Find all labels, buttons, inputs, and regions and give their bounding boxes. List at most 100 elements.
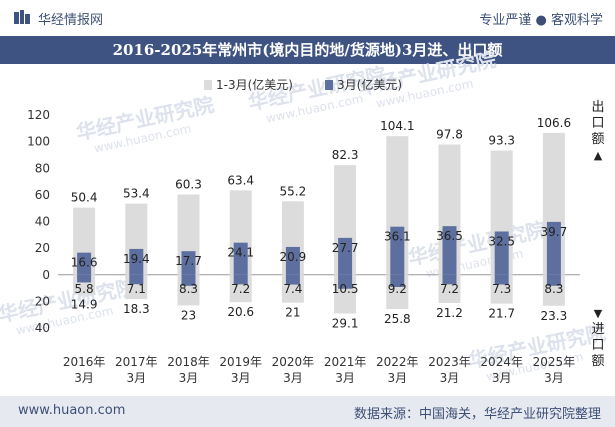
data-label-monthly-export: 20.9 xyxy=(280,250,307,264)
bar-monthly-import xyxy=(494,274,509,285)
bar-monthly-export xyxy=(181,251,196,275)
data-label-cumulative-export: 50.4 xyxy=(71,191,98,205)
export-axis-label-text: 出口额 xyxy=(591,100,605,147)
x-tick-label-year: 2025年 xyxy=(533,355,576,369)
x-tick-label-year: 2020年 xyxy=(272,355,315,369)
data-label-cumulative-import: 20.6 xyxy=(227,305,254,319)
bar-monthly-import xyxy=(390,274,405,287)
x-tick-label-month: 3月 xyxy=(126,371,146,385)
import-axis-label: ▼ 进口额 xyxy=(589,306,607,370)
bar-monthly-export xyxy=(390,226,405,275)
tagline: 专业严谨 ● 客观科学 xyxy=(479,13,603,28)
y-tick-label: 40 xyxy=(35,215,50,229)
y-tick-label: 40 xyxy=(35,321,50,335)
data-label-cumulative-import: 25.8 xyxy=(384,312,411,326)
footer-website: www.huaon.com xyxy=(18,403,126,418)
data-label-cumulative-import: 29.1 xyxy=(332,316,359,330)
data-label-monthly-export: 16.6 xyxy=(71,256,98,270)
x-tick-label-year: 2018年 xyxy=(167,355,210,369)
x-tick-label-year: 2024年 xyxy=(480,355,523,369)
y-tick-label: 100 xyxy=(27,135,50,149)
data-label-monthly-import: 8.3 xyxy=(179,282,198,296)
data-label-monthly-export: 19.4 xyxy=(123,252,150,266)
bar-monthly-export xyxy=(338,237,353,275)
data-label-cumulative-import: 14.9 xyxy=(71,298,98,312)
y-tick-label: 20 xyxy=(35,241,50,255)
bar-monthly-import xyxy=(181,274,196,286)
bar-monthly-export xyxy=(129,248,144,275)
x-tick-label-year: 2022年 xyxy=(376,355,419,369)
brand-logo-icon xyxy=(14,10,30,24)
data-label-monthly-export: 36.5 xyxy=(436,229,463,243)
data-label-monthly-import: 9.2 xyxy=(388,282,407,296)
x-tick-label-month: 3月 xyxy=(544,371,564,385)
data-label-cumulative-export: 93.3 xyxy=(488,134,515,148)
data-label-monthly-import: 7.2 xyxy=(231,282,250,296)
import-axis-label-text: 进口额 xyxy=(591,322,605,369)
footer: www.huaon.com 数据来源：中国海关，华经产业研究院整理 xyxy=(0,396,615,427)
data-label-cumulative-import: 21.7 xyxy=(488,307,515,321)
data-label-monthly-export: 39.7 xyxy=(541,225,568,239)
bar-monthly-import xyxy=(285,274,300,285)
x-tick-label-year: 2023年 xyxy=(428,355,471,369)
data-label-monthly-import: 7.4 xyxy=(283,282,302,296)
legend-label-cumulative: 1-3月(亿美元) xyxy=(216,77,293,92)
bar-monthly-export xyxy=(285,246,300,275)
data-label-cumulative-import: 18.3 xyxy=(123,302,150,316)
data-label-monthly-export: 27.7 xyxy=(332,241,359,255)
top-bar: 华经情报网 专业严谨 ● 客观科学 xyxy=(0,0,615,36)
x-tick-label-month: 3月 xyxy=(440,371,460,385)
y-tick-label: 0 xyxy=(42,268,50,282)
export-axis-label: 出口额 ▲ xyxy=(589,100,607,164)
data-label-monthly-import: 7.2 xyxy=(440,282,459,296)
x-tick-label-year: 2021年 xyxy=(324,355,367,369)
x-tick-label-month: 3月 xyxy=(492,371,512,385)
x-tick-label-month: 3月 xyxy=(74,371,94,385)
data-label-cumulative-export: 104.1 xyxy=(380,119,414,133)
data-label-cumulative-export: 53.4 xyxy=(123,187,150,201)
data-label-cumulative-import: 21 xyxy=(285,306,300,320)
chart: 华经产业研究院www.huaon.com华经产业研究院www.huaon.com… xyxy=(0,47,608,385)
x-tick-label-month: 3月 xyxy=(231,371,251,385)
bar-monthly-import xyxy=(546,274,561,286)
data-label-monthly-export: 32.5 xyxy=(488,234,515,248)
data-label-monthly-import: 8.3 xyxy=(544,282,563,296)
legend-swatch-monthly xyxy=(325,80,333,90)
x-tick-label-month: 3月 xyxy=(283,371,303,385)
brand-name: 华经情报网 xyxy=(38,13,104,28)
bar-monthly-export xyxy=(442,226,457,275)
x-tick-label-month: 3月 xyxy=(335,371,355,385)
data-label-monthly-export: 24.1 xyxy=(227,246,254,260)
x-tick-label-year: 2017年 xyxy=(115,355,158,369)
data-label-monthly-import: 7.3 xyxy=(492,282,511,296)
bar-monthly-import xyxy=(233,274,248,285)
bar-monthly-import xyxy=(338,274,353,289)
bar-monthly-export xyxy=(233,242,248,275)
y-tick-label: 120 xyxy=(27,108,50,122)
data-label-cumulative-export: 63.4 xyxy=(227,173,254,187)
up-triangle-icon: ▲ xyxy=(593,149,603,162)
bar-monthly-import xyxy=(442,274,457,285)
bar-monthly-export xyxy=(77,252,92,275)
data-label-monthly-export: 17.7 xyxy=(175,254,202,268)
data-label-monthly-import: 10.5 xyxy=(332,282,359,296)
data-label-cumulative-import: 23 xyxy=(181,308,196,322)
bar-monthly-export xyxy=(494,231,509,275)
x-tick-label-month: 3月 xyxy=(387,371,407,385)
y-tick-label: 80 xyxy=(35,161,50,175)
x-tick-label-month: 3月 xyxy=(179,371,199,385)
legend-label-monthly: 3月(亿美元) xyxy=(337,77,402,92)
y-tick-label: 60 xyxy=(35,188,50,202)
x-tick-label-year: 2019年 xyxy=(219,355,262,369)
bar-monthly-import xyxy=(77,274,92,283)
data-label-cumulative-export: 82.3 xyxy=(332,148,359,162)
data-label-cumulative-export: 97.8 xyxy=(436,128,463,142)
y-tick-label: 20 xyxy=(35,294,50,308)
footer-source: 数据来源：中国海关，华经产业研究院整理 xyxy=(353,407,601,422)
data-label-monthly-import: 7.1 xyxy=(127,282,146,296)
data-label-cumulative-export: 55.2 xyxy=(280,184,307,198)
bar-monthly-import xyxy=(129,274,144,285)
data-label-cumulative-export: 60.3 xyxy=(175,177,202,191)
data-label-cumulative-export: 106.6 xyxy=(537,116,571,130)
x-tick-label-year: 2016年 xyxy=(63,355,106,369)
